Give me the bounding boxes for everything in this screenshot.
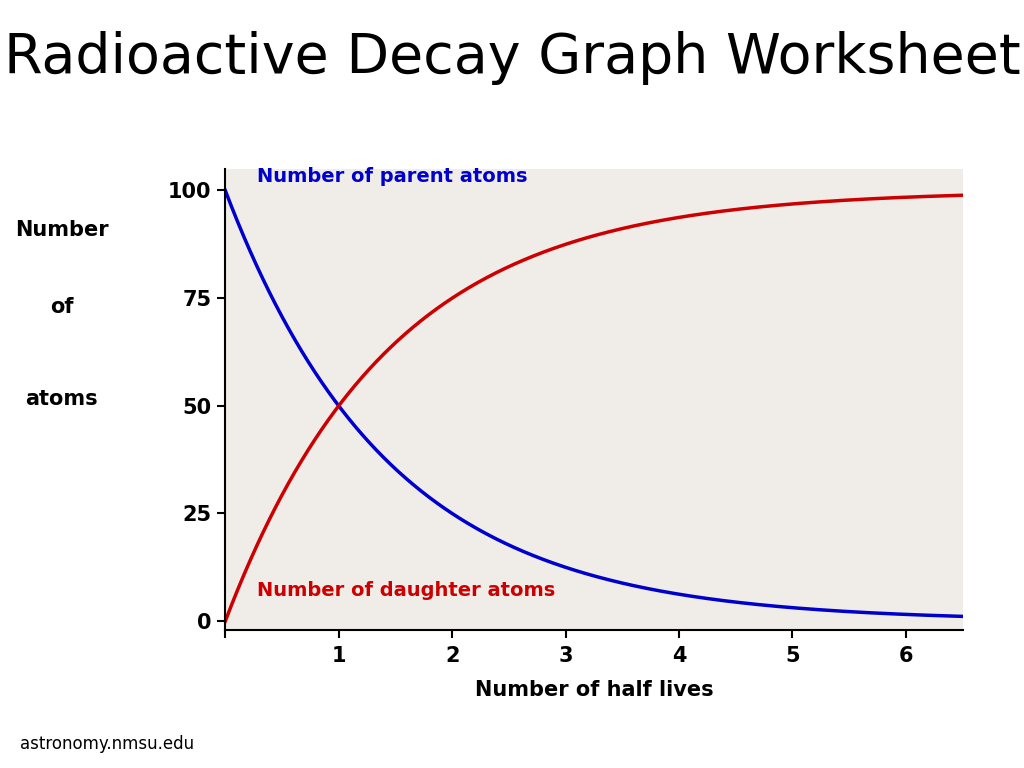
X-axis label: Number of half lives: Number of half lives xyxy=(474,680,714,700)
Text: astronomy.nmsu.edu: astronomy.nmsu.edu xyxy=(20,735,195,753)
Text: Number of parent atoms: Number of parent atoms xyxy=(257,167,527,186)
Text: of: of xyxy=(50,297,73,317)
Text: Radioactive Decay Graph Worksheet: Radioactive Decay Graph Worksheet xyxy=(4,31,1020,84)
Text: Number: Number xyxy=(14,220,109,240)
Text: atoms: atoms xyxy=(26,389,97,409)
Text: Number of daughter atoms: Number of daughter atoms xyxy=(257,581,555,600)
